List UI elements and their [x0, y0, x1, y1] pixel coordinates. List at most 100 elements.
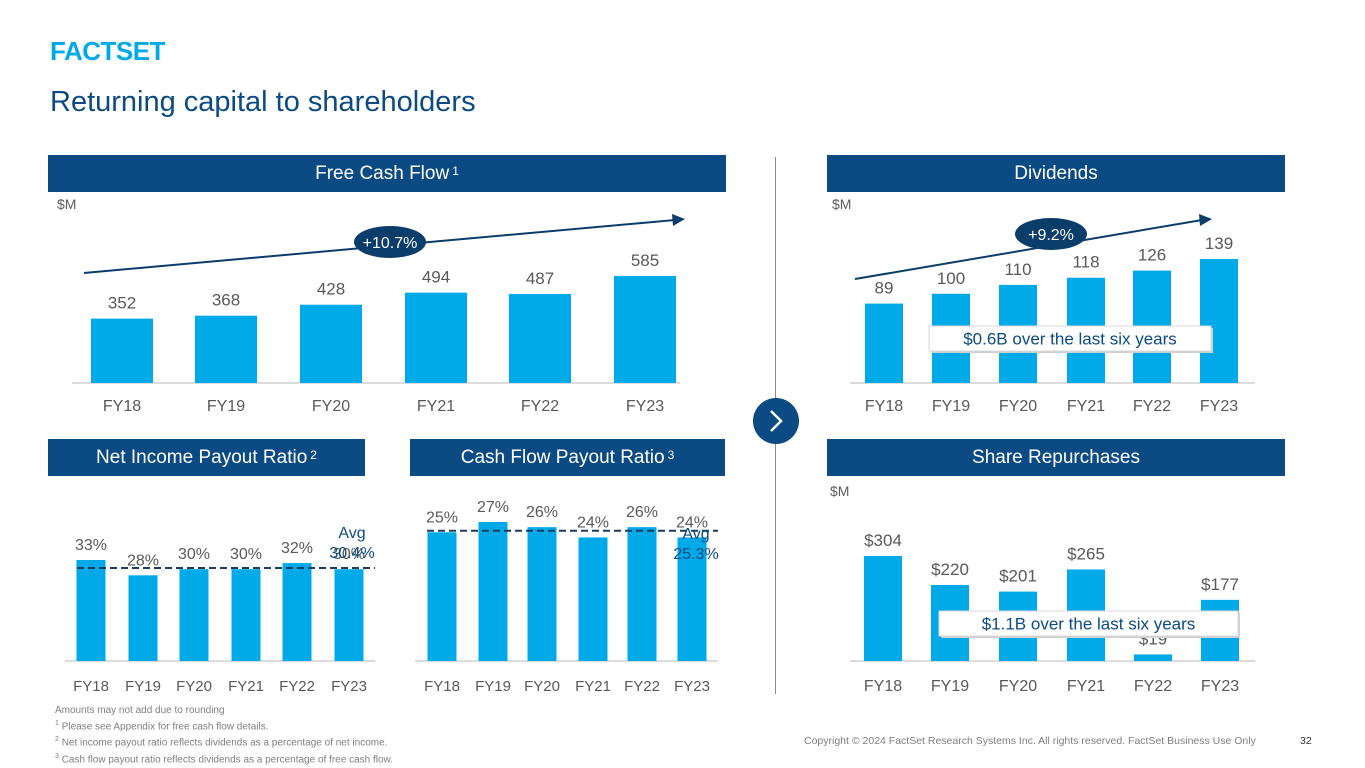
fcf-unit: $M — [57, 196, 77, 212]
div-value-label: 89 — [875, 279, 894, 298]
nipr-tick-label: FY22 — [279, 678, 315, 695]
copyright-text: Copyright © 2024 FactSet Research System… — [804, 735, 1256, 747]
nipr-tick-label: FY20 — [176, 678, 212, 695]
fcf-growth-label: +10.7% — [363, 235, 418, 252]
dividends-unit: $M — [832, 196, 852, 212]
fcf-bar-fy22 — [509, 293, 571, 383]
fcf-tick-label: FY19 — [207, 398, 245, 415]
div-growth-badge — [1015, 218, 1087, 250]
fcf-value-label: 585 — [631, 251, 659, 270]
nipr-footnote-marker: 2 — [310, 447, 317, 462]
fcf-value-label: 487 — [526, 269, 554, 288]
fcf-growth-badge — [354, 226, 426, 258]
repurchases-header: Share Repurchases — [827, 439, 1285, 476]
cfpr-bar-fy20 — [527, 527, 557, 661]
cfpr-tick-label: FY22 — [624, 678, 660, 695]
factset-logo: FACTSET — [50, 36, 166, 66]
div-tick-label: FY19 — [932, 398, 970, 415]
nipr-value-label: 30% — [333, 546, 365, 563]
repurchases-unit: $M — [830, 483, 850, 499]
cfpr-tick-label: FY20 — [524, 678, 560, 695]
div-value-label: 126 — [1138, 246, 1166, 265]
fcf-value-label: 494 — [422, 268, 450, 287]
nipr-tick-label: FY23 — [331, 678, 367, 695]
nipr-bar-fy19 — [128, 575, 158, 661]
div-callout-box — [928, 325, 1212, 352]
next-button[interactable] — [753, 398, 799, 444]
cfpr-value-label: 27% — [477, 499, 509, 516]
div-tick-label: FY21 — [1067, 398, 1105, 415]
div-bar-fy23 — [1200, 259, 1238, 383]
repurchases-title: Share Repurchases — [972, 446, 1140, 468]
nipr-value-label: 30% — [178, 546, 210, 563]
nipr-value-label: 28% — [127, 552, 159, 569]
nipr-bar-fy23 — [334, 569, 364, 661]
cfpr-value-label: 25% — [426, 509, 458, 526]
fcf-value-label: 352 — [108, 294, 136, 313]
rep-tick-label: FY18 — [864, 678, 902, 695]
cfpr-value-label: 26% — [626, 504, 658, 521]
fcf-title: Free Cash Flow — [315, 162, 450, 184]
cfpr-bar-fy21 — [578, 537, 608, 661]
fcf-value-label: 368 — [212, 291, 240, 310]
nipr-value-label: 30% — [230, 546, 262, 563]
fcf-bar-fy21 — [405, 292, 467, 383]
nipr-tick-label: FY21 — [228, 678, 264, 695]
nipr-title: Net Income Payout Ratio — [96, 446, 308, 468]
dividends-header: Dividends — [827, 155, 1285, 192]
fcf-footnote-marker: 1 — [452, 163, 459, 178]
cfpr-bar-fy18 — [427, 532, 457, 661]
rep-callout-box — [938, 610, 1239, 637]
div-value-label: 100 — [937, 269, 965, 288]
rep-tick-label: FY20 — [999, 678, 1037, 695]
cfpr-header: Cash Flow Payout Ratio 3 — [410, 439, 725, 476]
nipr-bar-fy21 — [231, 569, 261, 661]
div-value-label: 110 — [1004, 260, 1031, 279]
div-tick-label: FY23 — [1200, 398, 1238, 415]
rep-bar-fy18 — [864, 556, 902, 661]
page-number: 32 — [1300, 735, 1312, 747]
cfpr-tick-label: FY18 — [424, 678, 460, 695]
cfpr-bar-fy19 — [478, 522, 508, 661]
div-tick-label: FY20 — [999, 398, 1037, 415]
fcf-trend-arrowhead — [672, 214, 685, 226]
nipr-bar-fy22 — [282, 563, 312, 661]
cfpr-average-value: 25.3% — [673, 546, 718, 563]
div-bar-fy18 — [865, 303, 903, 383]
fcf-tick-label: FY21 — [417, 398, 455, 415]
footnote-3: 3 Cash flow payout ratio reflects divide… — [55, 752, 393, 765]
div-callout-text: $0.6B over the last six years — [963, 330, 1177, 349]
fcf-bar-fy19 — [195, 315, 257, 383]
cfpr-value-label: 26% — [526, 504, 558, 521]
nipr-average-value: 30.4% — [329, 545, 374, 562]
footnotes: Amounts may not add due to rounding 1 Pl… — [55, 704, 393, 766]
footnote-1: 1 Please see Appendix for free cash flow… — [55, 720, 269, 733]
footnote-rounding: Amounts may not add due to rounding — [55, 705, 225, 716]
nipr-value-label: 32% — [281, 540, 313, 557]
cfpr-value-label: 24% — [676, 514, 708, 531]
nipr-header: Net Income Payout Ratio 2 — [48, 439, 365, 476]
rep-value-label: $304 — [864, 531, 902, 550]
fcf-header: Free Cash Flow 1 — [48, 155, 726, 192]
rep-value-label: $265 — [1067, 544, 1105, 563]
logo-text: FACTSET — [50, 36, 166, 66]
rep-value-label: $220 — [931, 560, 969, 579]
rep-tick-label: FY22 — [1134, 678, 1172, 695]
rep-tick-label: FY21 — [1067, 678, 1105, 695]
page-title: Returning capital to shareholders — [50, 86, 476, 118]
div-value-label: 139 — [1205, 234, 1233, 253]
fcf-bar-fy18 — [91, 318, 153, 383]
div-trend-arrowhead — [1199, 214, 1212, 226]
div-tick-label: FY22 — [1133, 398, 1171, 415]
fcf-bar-fy20 — [300, 304, 362, 383]
fcf-value-label: 428 — [317, 280, 345, 299]
nipr-value-label: 33% — [75, 537, 107, 554]
nipr-average-label: Avg — [338, 525, 365, 542]
fcf-tick-label: FY23 — [626, 398, 664, 415]
rep-value-label: $201 — [999, 567, 1037, 586]
nipr-tick-label: FY19 — [125, 678, 161, 695]
nipr-bar-fy20 — [179, 569, 209, 661]
rep-bar-fy22 — [1134, 654, 1172, 661]
div-value-label: 118 — [1072, 253, 1099, 272]
